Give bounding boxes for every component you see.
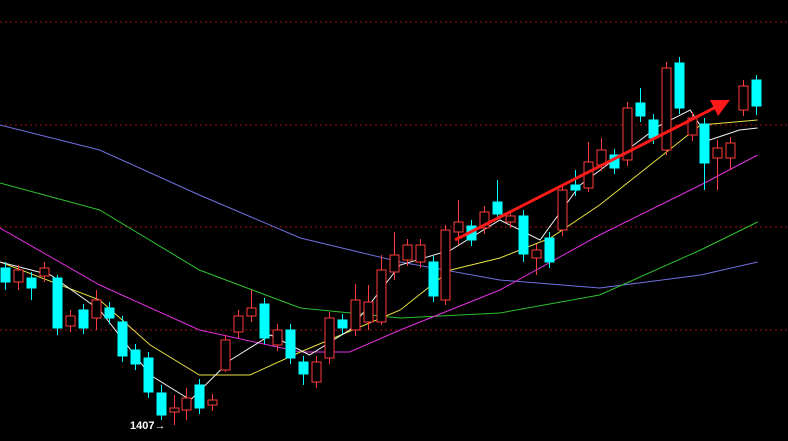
candle-body [661, 67, 672, 151]
candle-body [233, 315, 244, 333]
candle-body [39, 267, 50, 277]
ma-line [0, 154, 758, 353]
candle-body [65, 315, 76, 327]
candle-body [492, 201, 503, 215]
ma-line [0, 119, 758, 376]
candle-body [648, 119, 659, 139]
candle-body [363, 301, 374, 323]
candle-body [26, 277, 37, 289]
candle-body [207, 399, 218, 406]
candles [0, 57, 762, 425]
candle-body [751, 79, 762, 107]
candle-body [169, 407, 180, 413]
moving-averages [0, 109, 758, 401]
candle-body [285, 329, 296, 359]
candle-body [130, 349, 141, 365]
candle-body [725, 142, 736, 159]
candle-body [220, 339, 231, 371]
candle-body [518, 215, 529, 255]
candle-body [544, 237, 555, 263]
candle-body [376, 269, 387, 323]
candle-body [440, 229, 451, 301]
candle-body [0, 267, 11, 283]
candle-body [259, 303, 270, 339]
candle-body [104, 307, 115, 319]
candle-body [635, 102, 646, 117]
candle-body [557, 189, 568, 231]
candle-body [402, 244, 413, 261]
candle-body [272, 329, 283, 346]
candle-body [337, 319, 348, 329]
candle-body [13, 269, 24, 283]
candle-body [453, 221, 464, 233]
candle-body [194, 384, 205, 409]
candle-body [570, 184, 581, 191]
candle-body [52, 277, 63, 329]
ma-line [0, 109, 758, 401]
candle-body [143, 357, 154, 393]
low-annotation: 1407→ [130, 420, 165, 432]
candle-body [415, 244, 426, 263]
candle-body [738, 85, 749, 111]
candle-body [298, 361, 309, 375]
candle-body [531, 249, 542, 259]
ma-line [0, 182, 758, 319]
candle-body [324, 317, 335, 359]
candle-body [78, 309, 89, 329]
candle-body [181, 397, 192, 411]
ma-line [0, 124, 758, 289]
candle-body [156, 392, 167, 416]
candle-body [622, 107, 633, 161]
trend-arrow [454, 99, 731, 242]
candle-body [428, 261, 439, 297]
candle-body [699, 123, 710, 164]
candle-body [479, 211, 490, 229]
candle-body [117, 321, 128, 357]
candle-body [91, 299, 102, 319]
candle-body [246, 307, 257, 317]
candle-body [505, 215, 516, 223]
candle-body [712, 147, 723, 159]
candle-body [350, 299, 361, 331]
candle-body [389, 254, 400, 273]
candle-body [674, 62, 685, 109]
candle-body [311, 361, 322, 383]
